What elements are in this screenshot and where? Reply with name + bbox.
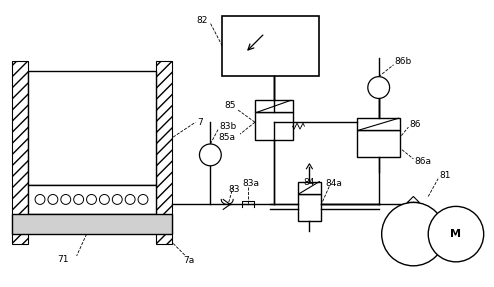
Circle shape [138,195,148,204]
Text: 83: 83 [228,185,240,194]
Circle shape [428,206,484,262]
Bar [222,16,319,76]
Text: 85: 85 [224,101,236,110]
Circle shape [200,144,221,166]
Circle shape [86,195,96,204]
Bar [156,61,172,244]
Text: 81: 81 [439,171,451,180]
Text: M: M [451,229,461,239]
Circle shape [368,77,390,98]
Bar [255,100,292,112]
Text: 83a: 83a [242,179,259,188]
Circle shape [382,202,445,266]
Bar [255,112,292,140]
Circle shape [112,195,122,204]
Bar [28,71,156,185]
Text: 86b: 86b [395,57,412,66]
Bar [297,193,321,221]
Bar [297,182,321,193]
Text: 7: 7 [198,118,203,127]
Bar [28,185,156,214]
Text: 84: 84 [303,178,315,187]
Bar [12,214,172,234]
Bar [12,61,28,244]
Circle shape [125,195,135,204]
Text: 84a: 84a [325,179,342,188]
Text: 83b: 83b [219,122,237,131]
Circle shape [48,195,58,204]
Circle shape [74,195,83,204]
Circle shape [35,195,45,204]
Circle shape [99,195,109,204]
Text: 86a: 86a [414,157,431,166]
Text: 82: 82 [197,16,208,25]
Circle shape [61,195,71,204]
Text: 86: 86 [410,120,421,129]
Text: 71: 71 [57,255,68,264]
Bar [430,226,442,242]
Text: 7a: 7a [184,256,195,265]
Bar [357,130,401,157]
Text: 85a: 85a [218,133,235,141]
Bar [357,118,401,130]
